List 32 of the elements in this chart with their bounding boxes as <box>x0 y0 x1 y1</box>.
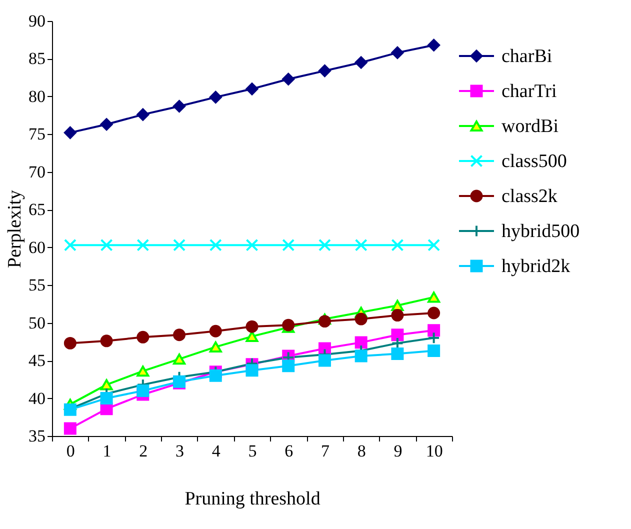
y-tick-label: 55 <box>28 276 46 295</box>
legend-label: class500 <box>502 151 567 172</box>
y-tick-label: 75 <box>28 124 46 144</box>
y-tick-label: 80 <box>28 86 46 106</box>
x-axis-title: Pruning threshold <box>184 488 321 510</box>
y-tick-label: 45 <box>28 351 46 370</box>
x-tick-label: 1 <box>102 442 112 460</box>
y-tick-label: 50 <box>28 313 46 332</box>
x-tick-label: 6 <box>284 442 294 460</box>
y-tick-label: 60 <box>28 238 46 257</box>
y-tick-label: 90 <box>28 12 46 30</box>
x-tick-label: 7 <box>320 442 330 460</box>
y-tick-label: 70 <box>28 162 46 182</box>
legend-label: class2k <box>502 186 558 207</box>
y-tick-label: 65 <box>28 200 46 220</box>
x-tick-label: 3 <box>176 442 184 460</box>
y-axis-title: Perplexity <box>4 189 26 268</box>
x-tick-label: 0 <box>66 442 75 460</box>
y-tick-label: 35 <box>28 426 46 446</box>
legend-label: charBi <box>502 46 552 67</box>
y-tick-label: 40 <box>28 388 46 408</box>
legend-label: hybrid500 <box>502 221 580 242</box>
legend-label: charTri <box>502 81 557 102</box>
x-tick-label: 4 <box>212 442 221 460</box>
y-tick-label: 85 <box>28 49 46 68</box>
x-tick-label: 9 <box>394 442 402 460</box>
x-tick-label: 5 <box>248 442 257 460</box>
legend-label: wordBi <box>502 116 558 137</box>
x-tick-label: 10 <box>426 442 443 460</box>
legend-label: hybrid2k <box>502 256 571 277</box>
x-tick-label: 8 <box>357 442 366 460</box>
x-tick-label: 2 <box>139 442 148 460</box>
